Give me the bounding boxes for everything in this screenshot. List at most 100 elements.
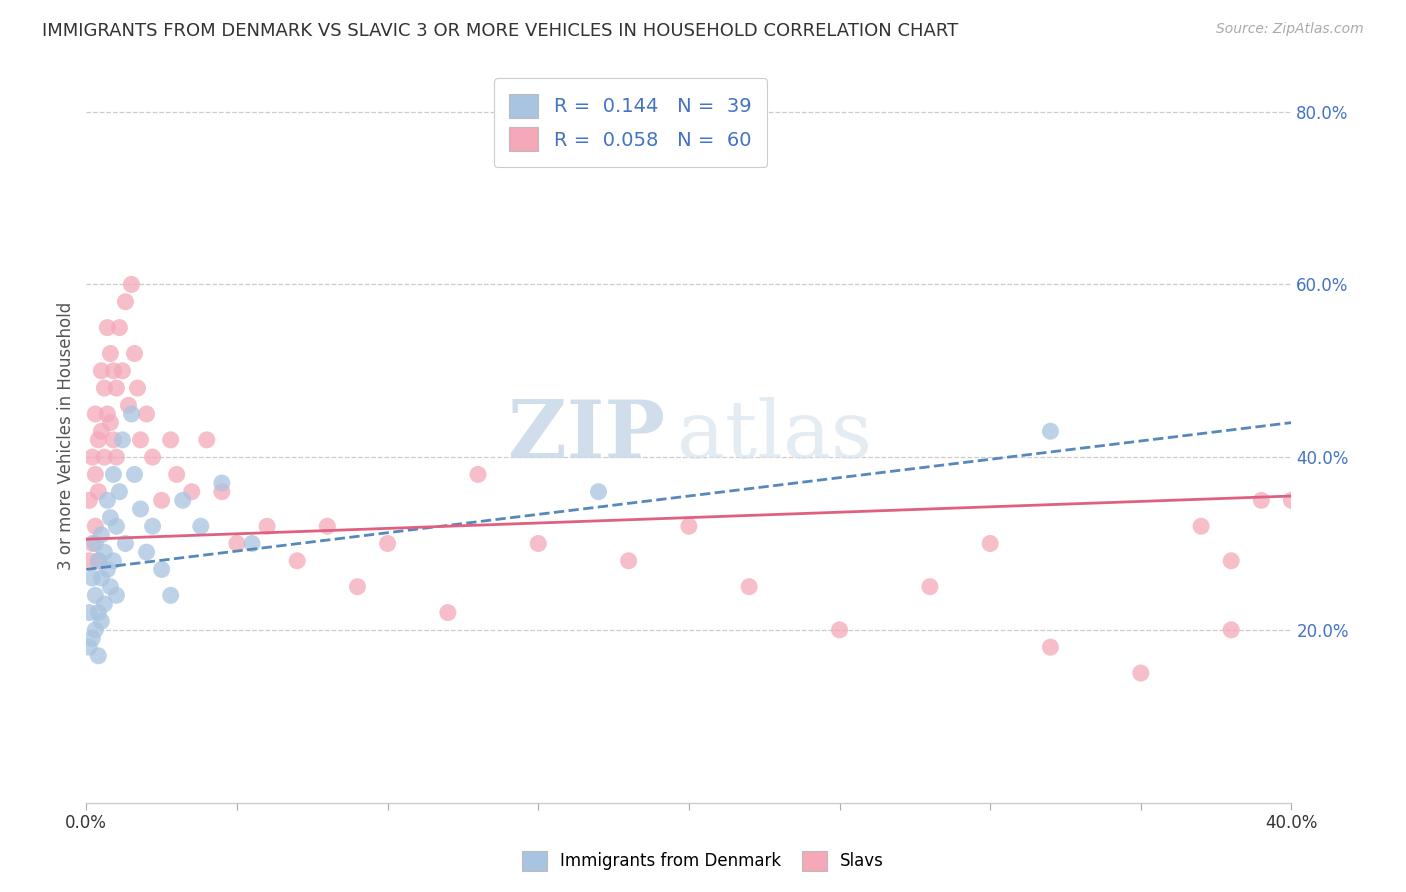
Point (111, 364, 134, 378)
Point (100, 510, 122, 524)
Point (84, 519, 107, 533)
Point (84, 588, 107, 602)
Point (103, 364, 125, 378)
Point (121, 277, 143, 292)
Point (117, 398, 139, 412)
Point (588, 484, 610, 499)
Point (190, 519, 212, 533)
Point (142, 450, 165, 464)
Point (979, 536, 1001, 550)
Point (90, 528, 112, 542)
Point (285, 554, 308, 568)
Point (105, 588, 128, 602)
Point (79, 606, 101, 620)
Point (617, 554, 640, 568)
Point (100, 346, 122, 360)
Point (240, 536, 263, 550)
Legend: Immigrants from Denmark, Slavs: Immigrants from Denmark, Slavs (513, 842, 893, 880)
Point (108, 484, 131, 499)
Point (84, 536, 107, 550)
Point (93, 597, 115, 611)
Point (1220, 623, 1243, 637)
Text: ZIP: ZIP (508, 397, 665, 475)
Point (84, 623, 107, 637)
Point (1189, 519, 1212, 533)
Point (738, 580, 761, 594)
Point (105, 450, 128, 464)
Point (135, 407, 157, 421)
Point (90, 364, 112, 378)
Point (82, 450, 104, 464)
Point (79, 554, 101, 568)
Point (159, 588, 181, 602)
Point (1250, 493, 1272, 508)
Point (79, 493, 101, 508)
Point (127, 381, 149, 395)
Point (84, 407, 107, 421)
Point (93, 545, 115, 559)
Point (142, 519, 165, 533)
Point (87, 484, 110, 499)
Point (87, 554, 110, 568)
Point (100, 416, 122, 430)
Text: IMMIGRANTS FROM DENMARK VS SLAVIC 3 OR MORE VEHICLES IN HOUSEHOLD CORRELATION CH: IMMIGRANTS FROM DENMARK VS SLAVIC 3 OR M… (42, 22, 959, 40)
Point (121, 407, 143, 421)
Point (87, 648, 110, 663)
Point (111, 433, 134, 447)
Point (150, 562, 173, 576)
Text: Source: ZipAtlas.com: Source: ZipAtlas.com (1216, 22, 1364, 37)
Point (124, 346, 146, 360)
Point (1220, 554, 1243, 568)
Point (256, 519, 278, 533)
Point (166, 467, 188, 482)
Point (150, 493, 173, 508)
Point (103, 467, 125, 482)
Point (211, 484, 233, 499)
Point (82, 632, 104, 646)
Point (316, 519, 339, 533)
Point (96, 562, 118, 576)
Point (79, 640, 101, 654)
Point (96, 407, 118, 421)
Point (678, 519, 700, 533)
Legend: R =  0.144   N =  39, R =  0.058   N =  60: R = 0.144 N = 39, R = 0.058 N = 60 (494, 78, 768, 167)
Point (226, 536, 249, 550)
Point (108, 320, 131, 334)
Point (103, 433, 125, 447)
Point (180, 484, 202, 499)
Point (114, 294, 136, 309)
Point (124, 467, 146, 482)
Point (103, 554, 125, 568)
Point (82, 536, 104, 550)
Y-axis label: 3 or more Vehicles in Household: 3 or more Vehicles in Household (58, 301, 75, 570)
Point (84, 467, 107, 482)
Point (87, 554, 110, 568)
Point (1281, 493, 1303, 508)
Point (211, 476, 233, 491)
Point (96, 493, 118, 508)
Point (195, 433, 218, 447)
Point (82, 571, 104, 585)
Point (96, 320, 118, 334)
Text: atlas: atlas (676, 397, 872, 475)
Point (93, 450, 115, 464)
Point (87, 433, 110, 447)
Point (90, 424, 112, 438)
Point (172, 493, 194, 508)
Point (129, 502, 152, 516)
Point (159, 433, 181, 447)
Point (100, 580, 122, 594)
Point (527, 536, 550, 550)
Point (1039, 640, 1062, 654)
Point (87, 606, 110, 620)
Point (437, 606, 460, 620)
Point (467, 467, 489, 482)
Point (1129, 666, 1152, 681)
Point (1039, 424, 1062, 438)
Point (105, 381, 128, 395)
Point (129, 433, 152, 447)
Point (90, 614, 112, 628)
Point (105, 519, 128, 533)
Point (135, 545, 157, 559)
Point (828, 623, 851, 637)
